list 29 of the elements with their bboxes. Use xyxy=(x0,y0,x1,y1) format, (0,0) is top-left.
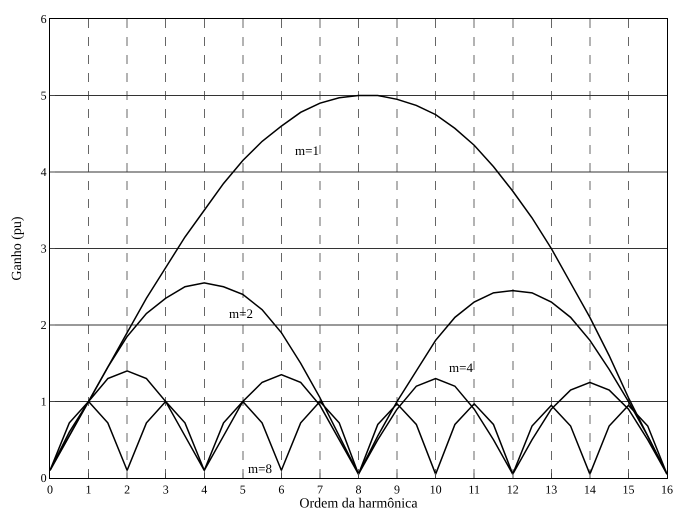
x-tick-label: 13 xyxy=(545,482,558,496)
series-label: m=4 xyxy=(449,360,474,375)
x-tick-label: 11 xyxy=(468,482,480,496)
x-tick-label: 8 xyxy=(356,482,362,496)
y-tick-label: 5 xyxy=(40,88,47,103)
series-label: m=2 xyxy=(229,306,253,321)
x-tick-label: 12 xyxy=(506,482,519,496)
x-tick-label: 10 xyxy=(430,482,442,496)
series-label: m=1 xyxy=(295,143,319,158)
y-tick-label: 0 xyxy=(40,471,47,486)
x-tick-label: 9 xyxy=(394,482,400,496)
y-tick-label: 1 xyxy=(40,394,47,409)
x-tick-label: 7 xyxy=(316,482,323,496)
x-tick-label: 5 xyxy=(240,482,246,496)
y-tick-label: 6 xyxy=(40,12,47,26)
y-axis-title: Ganho (pu) xyxy=(10,216,26,281)
y-tick-label: 3 xyxy=(40,242,47,256)
x-tick-label: 2 xyxy=(124,482,130,496)
x-tick-label: 4 xyxy=(201,482,208,496)
x-tick-label: 1 xyxy=(86,482,92,496)
x-tick-label: 16 xyxy=(661,482,673,496)
y-tick-label: 2 xyxy=(40,318,47,332)
series-label: m=8 xyxy=(248,461,272,476)
x-axis-title: Ordem da harmônica xyxy=(299,496,418,512)
x-tick-label: 14 xyxy=(584,482,596,496)
y-tick-label: 4 xyxy=(40,165,47,180)
x-tick-label: 6 xyxy=(278,482,284,496)
x-tick-label: 3 xyxy=(162,482,169,496)
x-tick-label: 15 xyxy=(622,482,634,496)
